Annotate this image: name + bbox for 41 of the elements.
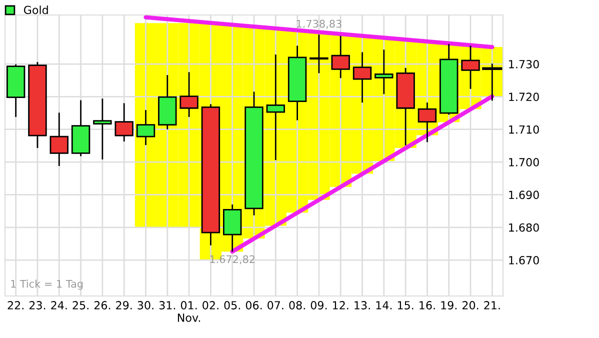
- x-tick-label: 16.: [420, 301, 435, 310]
- candlestick: [310, 34, 328, 74]
- x-tick-label: 29.: [116, 301, 132, 310]
- x-tick-label: 19.: [441, 301, 457, 310]
- x-tick-label: 06.: [246, 301, 262, 310]
- x-tick-label: 26.: [94, 301, 110, 310]
- candlestick: [93, 98, 112, 160]
- x-tick-label: 08.: [289, 301, 305, 310]
- x-tick-label: 23.: [29, 301, 46, 310]
- x-tick-label: 12.: [332, 301, 348, 310]
- x-tick-label: 07.: [268, 301, 284, 310]
- x-tick-label: 24.: [51, 301, 67, 310]
- y-tick-label: 1.690: [509, 190, 539, 200]
- x-tick-label: 31.: [159, 301, 176, 310]
- legend-label: Gold: [24, 6, 48, 14]
- x-tick-label: 02.: [202, 301, 218, 310]
- x-tick-label: 25.: [72, 301, 88, 310]
- x-tick-label: 05.: [224, 301, 240, 310]
- y-tick-label: 1.680: [509, 223, 539, 232]
- candlestick: [136, 110, 156, 146]
- candlestick: [50, 112, 68, 166]
- x-tick-label: 30.: [138, 301, 154, 310]
- y-tick-label: 1.700: [509, 158, 539, 166]
- candlestick: [114, 103, 134, 142]
- candlestick: [180, 72, 198, 117]
- x-tick-label: 20.: [462, 301, 478, 310]
- y-tick-label: 1.730: [509, 60, 539, 68]
- y-tick-label: 1.670: [509, 256, 539, 264]
- x-tick-label: 13.: [354, 301, 370, 310]
- annotation: 1 Tick = 1 Tag: [11, 280, 83, 290]
- y-tick-label: 1.710: [509, 125, 539, 134]
- x-tick-label: 01. Nov.: [178, 301, 200, 322]
- x-tick-label: 22.: [8, 301, 24, 310]
- x-tick-label: 15.: [398, 301, 414, 310]
- annotation: 1.672,82: [210, 255, 254, 264]
- annotation: 1.738,83: [296, 20, 342, 29]
- x-tick-label: 14.: [376, 301, 392, 310]
- x-tick-label: 09.: [310, 301, 327, 310]
- y-tick-label: 1.720: [509, 92, 539, 102]
- candlestick: [331, 36, 350, 78]
- x-tick-label: 21.: [484, 301, 500, 310]
